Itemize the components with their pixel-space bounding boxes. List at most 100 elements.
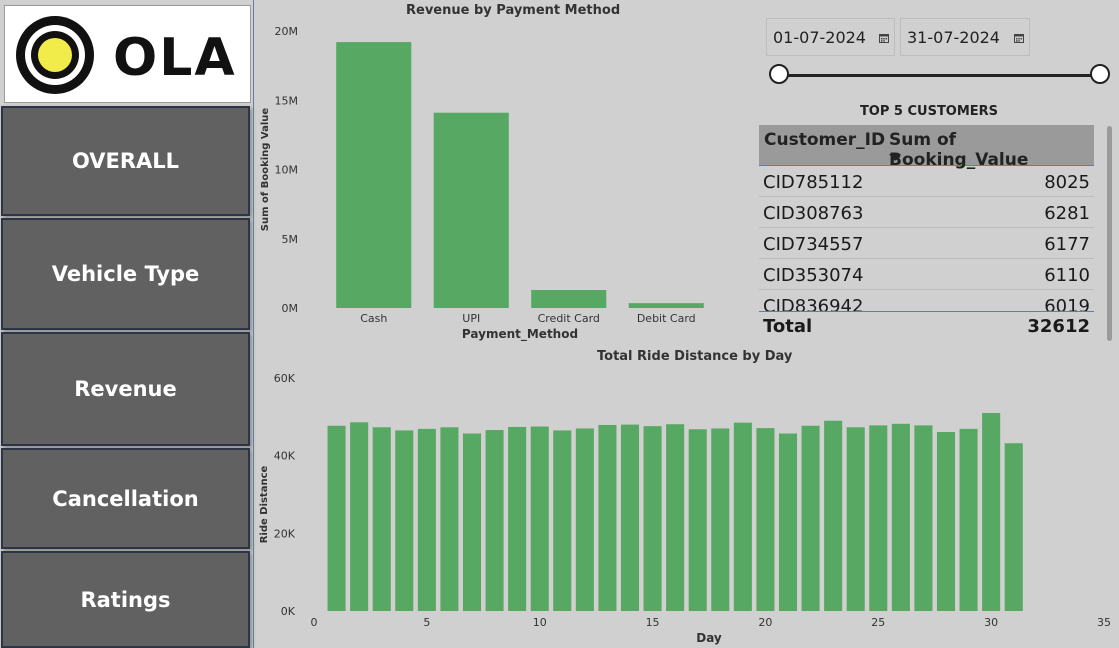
y-tick-label: 15M xyxy=(275,94,299,107)
bar xyxy=(628,303,704,308)
x-tick-label: 10 xyxy=(533,616,547,629)
bar xyxy=(666,424,685,611)
y-tick-label: 20K xyxy=(274,527,296,540)
table-row[interactable]: CID308763 6281 xyxy=(759,197,1094,228)
table-row[interactable]: CID353074 6110 xyxy=(759,259,1094,290)
column-header-customer-id[interactable]: Customer_ID xyxy=(764,130,886,150)
bar xyxy=(372,427,391,611)
bar xyxy=(462,433,482,611)
ride-distance-by-day-chart: 0K 20K 40K 60K 0 5 10 15 20 25 30 35 Day Ride Distanc… xyxy=(259,372,1111,645)
x-tick-label: 35 xyxy=(1097,616,1111,629)
x-axis-label: Payment_Method xyxy=(462,327,578,342)
bar xyxy=(733,422,752,611)
table-row[interactable]: CID836942 6019 xyxy=(759,290,1094,312)
bar xyxy=(598,424,617,611)
x-tick-label: Cash xyxy=(360,312,387,325)
calendar-icon[interactable] xyxy=(879,33,889,43)
table-scrollbar[interactable] xyxy=(1107,126,1112,341)
top-customers-table-header: Customer_ID Sum of Booking_Value xyxy=(759,125,1094,170)
table-row[interactable]: CID734557 6177 xyxy=(759,228,1094,259)
bar xyxy=(711,428,730,611)
date-range-slider-track[interactable] xyxy=(779,74,1100,77)
bar xyxy=(643,426,662,611)
nav-label-vehicle-type: Vehicle Type xyxy=(51,262,200,286)
nav-label-revenue: Revenue xyxy=(74,377,177,401)
bar xyxy=(433,112,509,308)
top-customers-title: TOP 5 CUSTOMERS xyxy=(859,104,999,119)
x-tick-label: UPI xyxy=(462,312,480,325)
bar xyxy=(350,422,369,611)
x-tick-label: 25 xyxy=(871,616,885,629)
x-tick-label: 5 xyxy=(423,616,430,629)
date-slider-end-handle[interactable] xyxy=(1090,64,1110,84)
nav-button-revenue[interactable]: Revenue xyxy=(1,332,250,446)
x-tick-label: 30 xyxy=(984,616,998,629)
bar xyxy=(531,289,607,308)
start-date-value: 01-07-2024 xyxy=(773,27,866,47)
end-date-field[interactable]: 31-07-2024 xyxy=(900,18,1030,56)
bar xyxy=(530,426,549,611)
nav-label-overall: OVERALL xyxy=(71,149,180,173)
end-date-value: 31-07-2024 xyxy=(907,27,1000,47)
bar xyxy=(801,425,820,611)
nav-button-overall[interactable]: OVERALL xyxy=(1,106,250,216)
booking-value-cell: 6177 xyxy=(1044,234,1090,255)
bar xyxy=(778,433,798,611)
revenue-by-payment-chart: 0M 5M 10M 15M 20M Cash UPI Credit Card Debit Car… xyxy=(260,25,704,342)
nav-label-ratings: Ratings xyxy=(80,587,171,612)
bar xyxy=(417,428,436,611)
nav-button-cancellation[interactable]: Cancellation xyxy=(1,448,250,549)
date-slider-start-handle[interactable] xyxy=(769,64,789,84)
bar xyxy=(336,42,412,308)
calendar-icon[interactable] xyxy=(1014,33,1024,43)
bar xyxy=(620,424,640,611)
table-total-row: Total 32612 xyxy=(759,311,1094,342)
y-axis-label: Ride Distance xyxy=(259,465,270,543)
booking-value-cell: 6019 xyxy=(1044,296,1090,312)
bar xyxy=(395,430,414,611)
y-tick-label: 5M xyxy=(282,233,299,246)
bar xyxy=(914,425,933,611)
total-label: Total xyxy=(763,316,813,337)
bar xyxy=(688,429,707,611)
x-tick-label: 0 xyxy=(311,616,318,629)
sort-descending-icon[interactable] xyxy=(889,154,901,162)
ola-logo: OLA xyxy=(4,5,251,103)
x-tick-label: 20 xyxy=(758,616,772,629)
top-customers-table-body: CID785112 8025 CID308763 6281 CID734557 … xyxy=(759,166,1094,312)
bar xyxy=(440,427,459,611)
bar xyxy=(485,430,504,611)
bar xyxy=(936,431,956,611)
bar xyxy=(891,423,910,611)
bar xyxy=(1004,443,1023,611)
customer-id-cell: CID353074 xyxy=(763,265,864,286)
panel-divider xyxy=(253,0,254,648)
bar xyxy=(824,420,843,611)
chart1-title: Revenue by Payment Method xyxy=(406,3,621,18)
bar xyxy=(869,425,888,611)
logo-yellow-dot xyxy=(38,38,72,72)
table-row[interactable]: CID785112 8025 xyxy=(759,166,1094,197)
y-tick-label: 0M xyxy=(282,302,299,315)
nav-button-ratings[interactable]: Ratings xyxy=(1,551,250,648)
bar xyxy=(508,426,527,611)
y-tick-label: 0K xyxy=(281,605,296,618)
customer-id-cell: CID785112 xyxy=(763,172,864,193)
bar xyxy=(982,412,1001,611)
column-header-booking-value[interactable]: Sum of Booking_Value xyxy=(889,130,1029,170)
booking-value-cell: 8025 xyxy=(1044,172,1090,193)
nav-label-cancellation: Cancellation xyxy=(52,486,199,511)
booking-value-cell: 6110 xyxy=(1044,265,1090,286)
customer-id-cell: CID734557 xyxy=(763,234,864,255)
customer-id-cell: CID308763 xyxy=(763,203,864,224)
customer-id-cell: CID836942 xyxy=(763,296,864,312)
x-axis-label: Day xyxy=(696,631,722,645)
x-tick-label: 15 xyxy=(646,616,660,629)
nav-button-vehicle-type[interactable]: Vehicle Type xyxy=(1,218,250,330)
chart2-title: Total Ride Distance by Day xyxy=(597,349,793,364)
bar xyxy=(575,428,594,611)
total-value: 32612 xyxy=(1027,316,1090,337)
y-tick-label: 40K xyxy=(274,450,296,463)
start-date-field[interactable]: 01-07-2024 xyxy=(766,18,895,56)
y-tick-label: 20M xyxy=(275,25,299,38)
